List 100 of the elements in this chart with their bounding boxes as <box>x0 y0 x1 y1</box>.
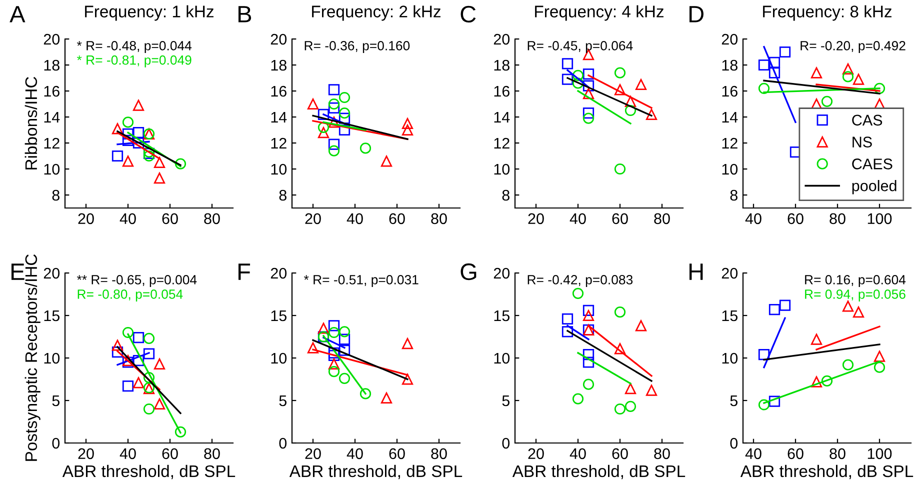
y-tick-label: 18 <box>722 60 738 71</box>
point <box>842 300 854 312</box>
point <box>562 313 574 324</box>
point <box>132 354 144 366</box>
point <box>614 343 626 354</box>
y-tick-label: 14 <box>722 112 738 123</box>
point <box>768 56 780 68</box>
y-tick-label: 0 <box>502 438 510 449</box>
y-tick-label: 0 <box>52 438 60 449</box>
x-tick-label: 80 <box>654 448 670 460</box>
point <box>582 88 594 100</box>
y-tick-label: 5 <box>730 396 738 406</box>
point <box>874 362 886 373</box>
legend-label: CAS <box>852 114 882 126</box>
y-tick-label: 12 <box>44 138 60 149</box>
x-tick-label: 40 <box>570 448 586 460</box>
annotation: * R= -0.48, p=0.044 <box>76 41 192 53</box>
y-tick-label: 18 <box>271 60 286 71</box>
point <box>143 403 155 415</box>
y-tick-label: 8 <box>52 190 60 201</box>
annotation: ** R= -0.65, p=0.004 <box>76 275 197 287</box>
point <box>582 304 594 316</box>
point <box>874 350 886 362</box>
point <box>614 163 626 175</box>
point <box>338 92 350 104</box>
point <box>328 320 340 332</box>
x-tick-label: 40 <box>120 213 136 224</box>
y-tick-label: 20 <box>44 34 60 45</box>
point <box>132 127 144 138</box>
point <box>328 358 340 370</box>
point <box>572 393 584 404</box>
point <box>614 403 626 415</box>
y-tick-label: 20 <box>722 34 738 45</box>
annotation: R= -0.42, p=0.083 <box>528 275 633 287</box>
x-tick-label: 80 <box>431 448 447 460</box>
point <box>112 123 124 134</box>
point <box>768 304 780 316</box>
y-axis-title: Postsynaptic Receptors/IHC <box>24 254 40 461</box>
y-tick-label: 8 <box>279 190 286 201</box>
point <box>143 372 155 384</box>
point <box>582 80 594 92</box>
y-tick-label: 16 <box>494 86 510 97</box>
y-tick-label: 10 <box>722 352 738 364</box>
point <box>122 116 134 128</box>
x-tick-label: 60 <box>788 213 804 224</box>
point <box>758 349 770 360</box>
point <box>132 100 144 111</box>
point <box>758 399 770 410</box>
point <box>307 98 319 110</box>
text: G <box>460 263 476 280</box>
point <box>338 334 350 345</box>
point <box>779 300 791 311</box>
x-tick-label: 40 <box>745 213 762 224</box>
annotation: R= -0.20, p=0.492 <box>800 41 906 53</box>
point <box>582 112 594 124</box>
point <box>821 375 833 387</box>
point <box>768 396 780 407</box>
x-tick-label: 80 <box>830 448 846 460</box>
point <box>810 67 822 78</box>
point <box>402 338 414 350</box>
point <box>380 156 392 167</box>
x-tick-label: 40 <box>120 448 136 460</box>
point <box>635 320 647 332</box>
point <box>624 96 636 107</box>
x-tick-label: 40 <box>745 448 762 460</box>
x-tick-label: 20 <box>305 213 321 224</box>
point <box>154 358 166 370</box>
point <box>360 388 372 400</box>
point <box>768 67 780 78</box>
point <box>842 359 854 370</box>
point <box>112 340 124 351</box>
text: R= -0.80, p=0.054 <box>78 290 183 302</box>
x-tick-label: 40 <box>346 448 363 460</box>
point <box>810 376 822 388</box>
point <box>562 74 574 85</box>
y-tick-label: 14 <box>494 112 510 123</box>
x-tick-label: 20 <box>78 448 94 460</box>
point <box>338 326 350 338</box>
x-tick-label: 60 <box>162 213 178 224</box>
annotation: R= -0.45, p=0.064 <box>528 41 633 53</box>
point <box>572 78 584 89</box>
y-tick-label: 14 <box>44 112 60 123</box>
x-tick-label: 80 <box>654 213 670 224</box>
point <box>154 172 166 184</box>
y-tick-label: 20 <box>44 268 60 279</box>
point <box>562 58 574 70</box>
y-tick-label: 16 <box>722 86 738 97</box>
x-tick-label: 60 <box>389 213 405 224</box>
point <box>624 383 636 394</box>
y-tick-label: 8 <box>502 190 510 201</box>
y-tick-label: 20 <box>494 34 510 45</box>
text: D <box>689 6 704 22</box>
point <box>582 349 594 360</box>
x-tick-label: 40 <box>570 213 586 224</box>
point <box>338 372 350 384</box>
y-tick-label: 20 <box>270 34 287 45</box>
x-axis-title: ABR threshold, dB SPL <box>289 464 462 480</box>
y-tick-label: 10 <box>271 352 287 364</box>
y-tick-label: 10 <box>494 164 510 175</box>
point <box>307 342 319 354</box>
